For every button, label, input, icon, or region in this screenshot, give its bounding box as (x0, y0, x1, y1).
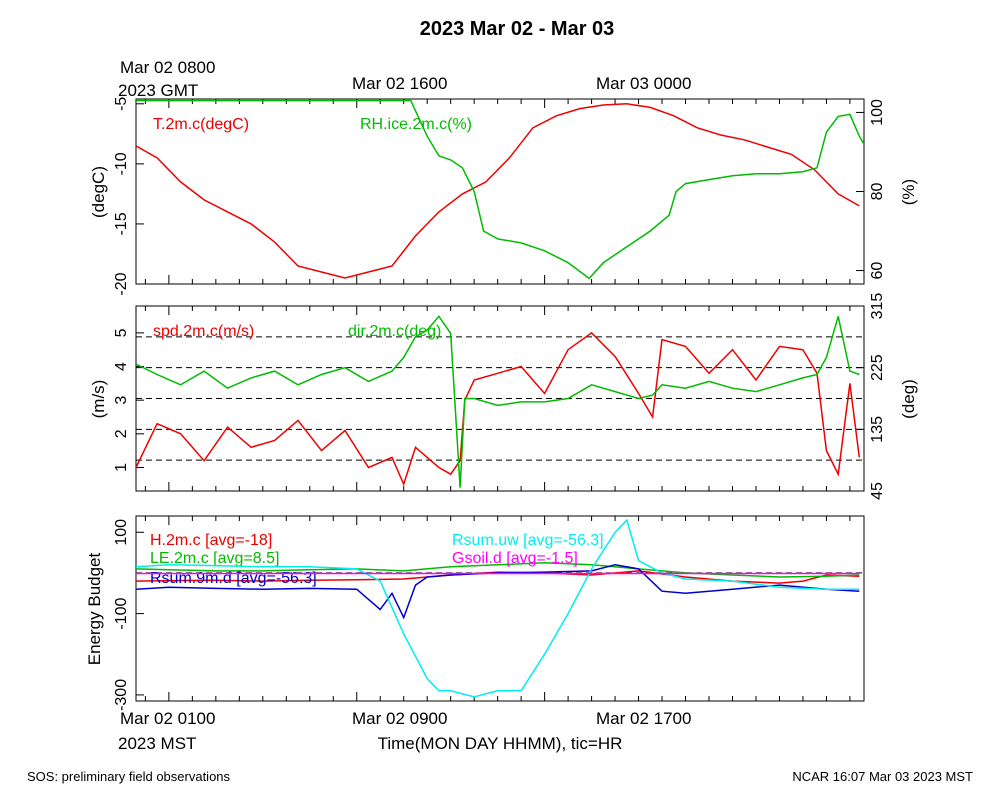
bottom-time-label-3: Mar 02 1700 (596, 709, 691, 728)
y-tick-label-left: 2 (113, 429, 130, 438)
x-axis-label: Time(MON DAY HHMM), tic=HR (378, 734, 623, 753)
y-tick-label-right: 135 (869, 416, 886, 443)
legend-label-spd-2m-c-m-s: spd.2m.c(m/s) (153, 323, 254, 340)
y-axis-label-left: (m/s) (89, 380, 108, 419)
legend-label-rh-ice-2m-c: RH.ice.2m.c(%) (360, 116, 472, 133)
y-tick-label-left: 3 (113, 396, 130, 405)
y-tick-label-left: -10 (113, 152, 130, 175)
top-time-label-2: Mar 02 1600 (352, 74, 447, 93)
y-tick-label-left: 5 (113, 328, 130, 337)
series-line-rh-ice-2m-c (136, 99, 864, 280)
legend-label-gsoil-d-avg-1-5: Gsoil.d [avg=-1.5] (452, 550, 578, 567)
y-tick-label-right: 80 (869, 183, 886, 201)
bottom-time-label-2: Mar 02 0900 (352, 709, 447, 728)
series-line-h-2m-c-avg-18 (136, 570, 860, 584)
series-line-rsum-uw-avg-56-3 (136, 518, 860, 698)
legend-label-rsum-uw-avg-56-3: Rsum.uw [avg=-56.3] (452, 532, 604, 549)
series-line-spd-2m-c-m-s (136, 331, 861, 487)
y-tick-label-left: -100 (113, 597, 130, 629)
y-tick-label-left: -20 (113, 272, 130, 295)
legend-label-h-2m-c-avg-18: H.2m.c [avg=-18] (150, 532, 272, 549)
y-tick-label-left: 1 (113, 463, 130, 472)
legend-label-t-2m-c-degc: T.2m.c(degC) (153, 116, 249, 133)
footer-right: NCAR 16:07 Mar 03 2023 MST (792, 769, 973, 784)
y-tick-label-left: 4 (113, 362, 130, 371)
legend-label-le-2m-c-avg-8-5: LE.2m.c [avg=8.5] (150, 550, 279, 567)
y-tick-label-right: 45 (869, 482, 886, 500)
y-tick-label-left: -5 (113, 97, 130, 111)
legend-label-rsum-9m-d-avg-56-3: Rsum.9m.d [avg=-56.3] (150, 570, 317, 587)
temperature-humidity-panel: -20 -15 -10 -5 60 80 100 (degC) (%) T.2m.c(degC) R… (89, 97, 918, 296)
y-axis-label-right: (%) (899, 179, 918, 205)
series-line-rsum-9m-d-avg-56-3 (136, 564, 860, 620)
top-time-label-3: Mar 03 0000 (596, 74, 691, 93)
top-time-label-1-line1: Mar 02 0800 (120, 58, 215, 77)
bottom-time-label-1-line2: 2023 MST (118, 734, 196, 753)
series-line-le-2m-c-avg-8-5 (136, 562, 860, 578)
series-line-t-2m-c-degc (136, 103, 860, 279)
series-line-dir-2m-c-deg (136, 315, 860, 488)
y-tick-label-left: -15 (113, 212, 130, 235)
y-tick-label-right: 60 (869, 262, 886, 280)
y-tick-label-left: 100 (113, 519, 130, 546)
chart-title: 2023 Mar 02 - Mar 03 (420, 18, 615, 40)
y-tick-label-left: -300 (113, 679, 130, 711)
footer-left: SOS: preliminary field observations (27, 769, 231, 784)
bottom-time-label-1-line1: Mar 02 0100 (120, 709, 215, 728)
energy-budget-panel: -300 -100 100 Energy Budget H.2m.c [avg=-18]… (85, 515, 865, 711)
plot-frame (135, 515, 865, 702)
y-tick-label-right: 225 (869, 354, 886, 381)
y-tick-label-right: 315 (869, 293, 886, 320)
y-axis-label-right: (deg) (899, 379, 918, 419)
legend-label-dir-2m-c-deg: dir.2m.c(deg) (348, 323, 441, 340)
top-time-label-1-line2: 2023 GMT (118, 81, 198, 100)
y-axis-label-left: Energy Budget (85, 552, 104, 665)
y-axis-label-left: (degC) (89, 166, 108, 218)
y-tick-label-right: 100 (869, 99, 886, 126)
